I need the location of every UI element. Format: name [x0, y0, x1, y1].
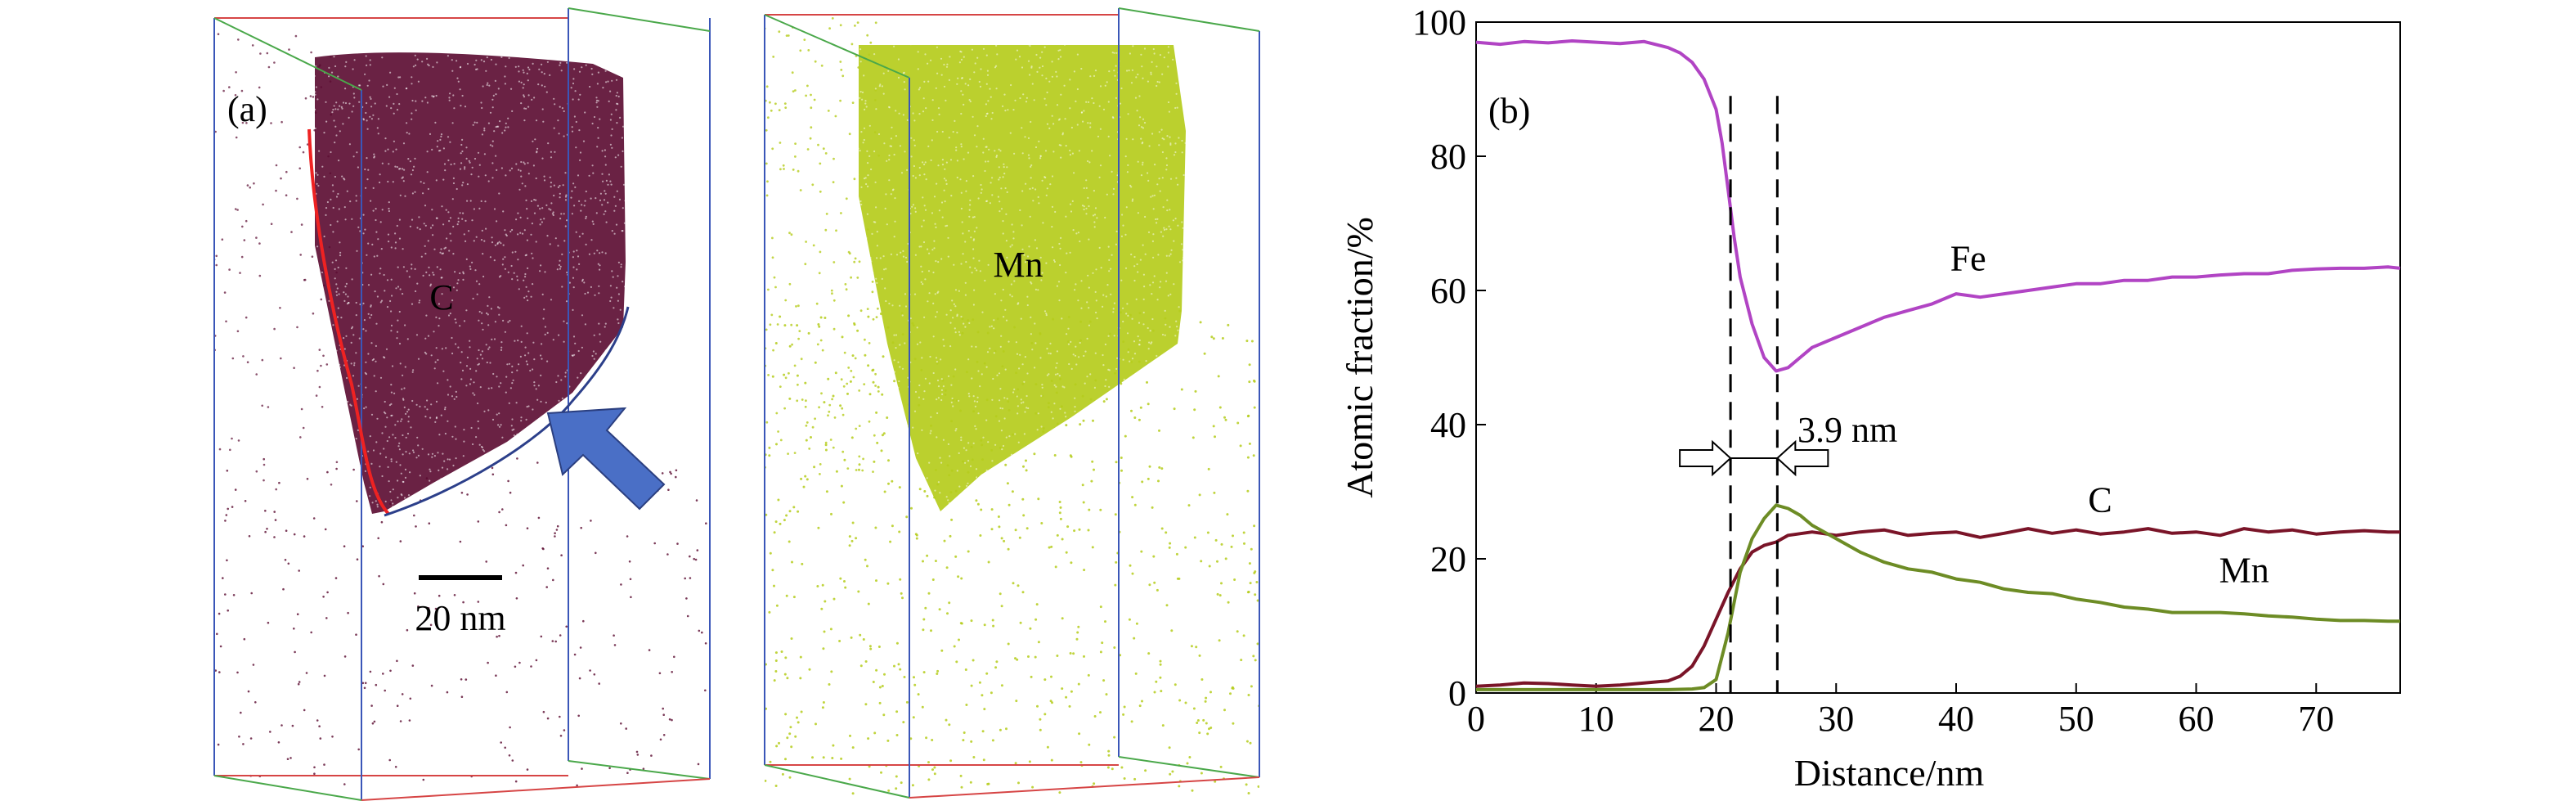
x-tick-label: 20 [1699, 699, 1735, 739]
x-tick-label: 40 [1938, 699, 1974, 739]
width-arrow-left [1679, 439, 1732, 477]
series-layer: Fe C Mn [1475, 39, 2401, 691]
reconstruction-box-a [213, 7, 711, 801]
manganese-label: Mn [993, 245, 1043, 285]
y-tick-label: 80 [1430, 137, 1466, 177]
series-line-c [1475, 527, 2400, 688]
y-axis-title: Atomic fraction/% [1339, 217, 1380, 498]
interface-line-red [307, 128, 390, 515]
atom-map-carbon: 20 nm (a) C [213, 7, 711, 801]
carbon-sparse-atoms [214, 33, 707, 787]
series-label-mn: Mn [2219, 551, 2269, 591]
annotation-3-9-nm: 3.9 nm [1797, 410, 1897, 450]
carbon-label: C [429, 277, 453, 317]
scale-bar-label: 20 nm [415, 598, 505, 638]
x-tick-label: 50 [2058, 699, 2094, 739]
panel-label-b: (b) [1488, 91, 1530, 131]
x-tick-label: 60 [2179, 699, 2215, 739]
y-axis: 0 20 40 60 80 100 [1412, 2, 1486, 713]
x-axis-title: Distance/nm [1794, 752, 1985, 794]
width-arrow-right [1775, 439, 1829, 477]
x-tick-label: 10 [1578, 699, 1614, 739]
y-tick-label: 0 [1448, 673, 1466, 713]
interface-arrow [546, 407, 666, 511]
series-line-mn [1476, 503, 2400, 691]
y-tick-label: 20 [1430, 539, 1466, 579]
line-chart: 0 10 20 30 40 50 60 70 0 20 40 60 80 100 Fe C Mn (b) D… [1339, 2, 2401, 794]
series-line-fe [1475, 39, 2401, 373]
x-axis: 0 10 20 30 40 50 60 70 [1467, 683, 2334, 739]
reconstruction-box-b [764, 7, 1260, 799]
series-label-fe: Fe [1950, 238, 1986, 278]
y-tick-label: 100 [1412, 2, 1466, 43]
x-tick-label: 70 [2298, 699, 2334, 739]
manganese-sparse-atoms [765, 17, 1259, 795]
panel-label-a: (a) [227, 89, 267, 129]
y-tick-label: 40 [1430, 405, 1466, 445]
x-tick-label: 30 [1818, 699, 1854, 739]
y-tick-label: 60 [1430, 271, 1466, 311]
series-label-c: C [2088, 480, 2112, 520]
carbon-cloud-fill [315, 52, 626, 514]
x-tick-label: 0 [1467, 699, 1485, 739]
atom-map-manganese: Mn [764, 7, 1260, 799]
plot-frame [1475, 21, 2401, 694]
manganese-cloud-fill [859, 45, 1186, 511]
annotation-layer [1679, 96, 1829, 693]
